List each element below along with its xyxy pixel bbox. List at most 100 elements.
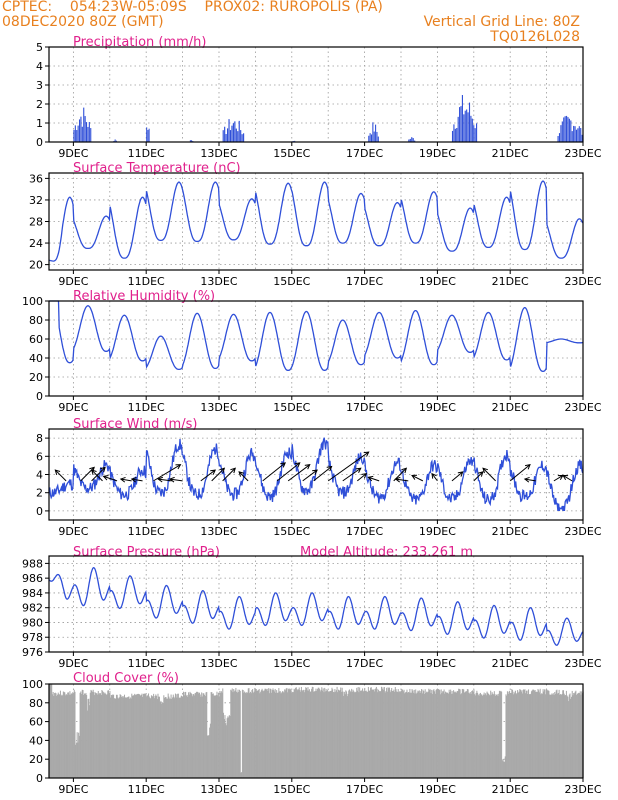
precip-bar <box>476 123 478 142</box>
y-tick-label: 1 <box>36 117 43 130</box>
wind-arrow-head <box>54 469 61 476</box>
panel-temp: Surface Temperature (nC) 20 24 28 32 36 9DEC 11… <box>29 161 602 288</box>
cloud-bar <box>210 692 212 778</box>
cloud-bar <box>281 691 283 778</box>
cloud-bar <box>289 688 291 778</box>
cloud-bar <box>72 692 74 778</box>
cloud-bar <box>535 691 537 778</box>
x-tick-label: 23DEC <box>564 657 601 670</box>
cloud-bar <box>335 691 337 778</box>
x-tick-label: 13DEC <box>200 657 237 670</box>
cloud-bar <box>472 691 474 778</box>
wind-arrow-head <box>175 464 182 470</box>
wind-arrow-head <box>477 471 484 477</box>
cloud-bar <box>172 697 174 778</box>
cloud-bar <box>131 695 134 778</box>
cloud-bar <box>211 692 213 778</box>
cloud-bar <box>76 732 78 778</box>
cloud-bar <box>109 690 111 778</box>
cloud-bar <box>441 693 443 778</box>
cloud-bar <box>498 693 500 778</box>
precip-bar <box>577 128 579 142</box>
wind-arrow-head <box>411 474 418 480</box>
cloud-bar <box>568 694 570 778</box>
cloud-bar <box>80 691 82 778</box>
wind-arrow-head <box>524 464 531 470</box>
cloud-bar <box>114 698 116 778</box>
cloud-bar <box>179 697 181 778</box>
cloud-bar <box>215 695 217 778</box>
y-tick-label: 988 <box>22 557 43 570</box>
cloud-bar <box>394 691 396 778</box>
cloud-bar <box>283 692 285 778</box>
wind-arrow <box>169 478 183 482</box>
cloud-bar <box>578 693 581 778</box>
cloud-bar <box>81 694 83 778</box>
cloud-bar <box>213 695 215 778</box>
cloud-bar <box>563 693 565 778</box>
cloud-bar <box>97 690 99 778</box>
cloud-bar <box>87 699 89 778</box>
cloud-bar <box>479 692 482 778</box>
header-run-id: TQ0126L028 <box>490 29 580 45</box>
cloud-bar <box>500 690 502 778</box>
cloud-bar <box>338 690 340 778</box>
panel-title: Cloud Cover (%) <box>73 671 179 686</box>
cloud-bar <box>359 690 361 778</box>
precip-bar <box>225 134 227 142</box>
precip-bar <box>557 136 559 142</box>
cloud-bar <box>66 695 68 778</box>
cloud-bar <box>145 696 147 778</box>
cloud-bar <box>71 693 73 778</box>
precip-bar <box>147 129 149 142</box>
cloud-bar <box>286 687 288 778</box>
cloud-bar <box>135 694 137 778</box>
x-tick-label: 17DEC <box>346 783 383 796</box>
cloud-bar <box>485 693 487 778</box>
cloud-bar <box>180 695 182 778</box>
cloud-bar <box>333 692 335 778</box>
cloud-bar <box>311 688 313 778</box>
cloud-bar <box>352 689 354 778</box>
cloud-bar <box>474 694 476 778</box>
panel-title: Surface Wind (m/s) <box>73 417 197 432</box>
cloud-bar <box>292 692 294 778</box>
cloud-bar <box>225 725 227 778</box>
cloud-bar <box>177 693 179 778</box>
y-tick-label: 32 <box>29 194 43 207</box>
cloud-bar <box>555 690 557 778</box>
cloud-bar <box>289 689 292 778</box>
cloud-bar <box>541 693 543 778</box>
cloud-bar <box>322 690 324 778</box>
cloud-bar <box>295 687 297 778</box>
precip-bar <box>375 124 377 142</box>
cloud-bar <box>73 689 75 778</box>
cloud-bar <box>388 687 391 778</box>
cloud-bar <box>209 727 211 778</box>
precip-bar <box>234 121 236 142</box>
cloud-bar <box>271 689 273 778</box>
cloud-bar <box>347 693 349 778</box>
cloud-bar <box>433 689 435 778</box>
cloud-bar <box>439 694 441 778</box>
precip-bar <box>461 95 463 142</box>
cloud-bar <box>125 697 127 778</box>
cloud-bar <box>564 695 566 778</box>
x-tick-label: 9DEC <box>58 783 88 796</box>
cloud-bar <box>556 689 558 778</box>
wind-arrow-head <box>219 467 226 474</box>
cloud-bar <box>434 691 436 778</box>
cloud-bar <box>138 693 140 778</box>
header-grid-note: Vertical Grid Line: 80Z <box>423 14 580 30</box>
precip-bar <box>229 130 232 142</box>
cloud-bar <box>115 694 118 778</box>
cloud-bar <box>311 686 313 778</box>
cloud-bar <box>254 687 256 778</box>
cloud-bar <box>140 694 142 778</box>
wind-arrow <box>524 478 536 482</box>
cloud-bar <box>108 693 110 778</box>
cloud-bar <box>375 688 377 778</box>
y-tick-label: 24 <box>29 237 43 250</box>
cloud-bar <box>287 688 289 778</box>
cloud-bar <box>185 695 187 778</box>
